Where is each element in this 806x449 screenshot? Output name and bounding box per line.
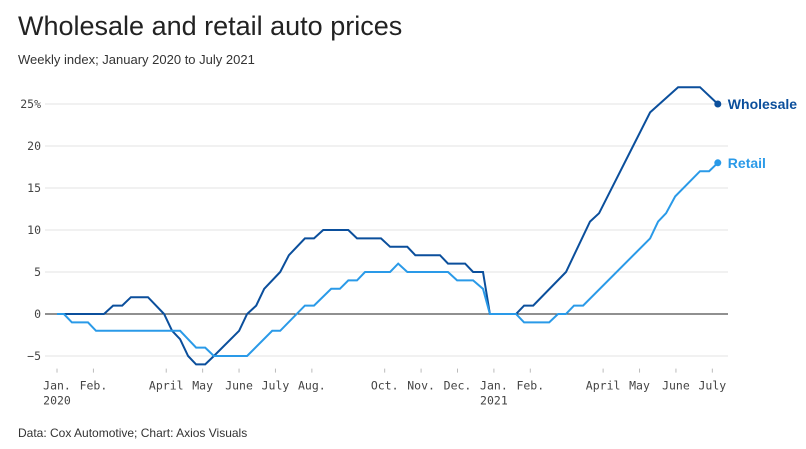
legend-label: Wholesale xyxy=(728,96,797,112)
x-tick-label: July xyxy=(262,379,290,393)
y-tick-label: 0 xyxy=(34,307,41,321)
series-line xyxy=(57,162,719,357)
y-tick-label: 15 xyxy=(27,181,41,195)
x-tick-label: May xyxy=(629,379,650,393)
end-dot xyxy=(714,100,722,108)
end-dot xyxy=(714,159,722,167)
x-tick-label: Dec. xyxy=(444,379,472,393)
y-tick-label: 5 xyxy=(34,265,41,279)
legend-label: Retail xyxy=(728,155,766,171)
x-tick-label: Jan. xyxy=(480,379,508,393)
y-tick-label: 20 xyxy=(27,139,41,153)
year-label: 2020 xyxy=(43,394,71,408)
x-tick-label: April xyxy=(586,379,621,393)
x-tick-label: Nov. xyxy=(407,379,435,393)
x-tick-label: Jan. xyxy=(43,379,71,393)
x-tick-label: Oct. xyxy=(371,379,399,393)
y-tick-label: 10 xyxy=(27,223,41,237)
x-tick-label: Feb. xyxy=(80,379,108,393)
x-tick-label: June xyxy=(662,379,690,393)
y-tick-label: −5 xyxy=(27,349,41,363)
source: Data: Cox Automotive; Chart: Axios Visua… xyxy=(18,426,247,440)
year-label: 2021 xyxy=(480,394,508,408)
x-tick-label: Feb. xyxy=(516,379,544,393)
chart-subtitle: Weekly index; January 2020 to July 2021 xyxy=(18,52,255,67)
x-tick-label: July xyxy=(698,379,726,393)
y-tick-label: 25% xyxy=(20,97,41,111)
series-line xyxy=(57,86,719,366)
x-tick-label: May xyxy=(192,379,213,393)
x-tick-label: June xyxy=(225,379,253,393)
x-tick-label: April xyxy=(149,379,184,393)
x-tick-label: Aug. xyxy=(298,379,326,393)
chart-title: Wholesale and retail auto prices xyxy=(18,11,402,41)
